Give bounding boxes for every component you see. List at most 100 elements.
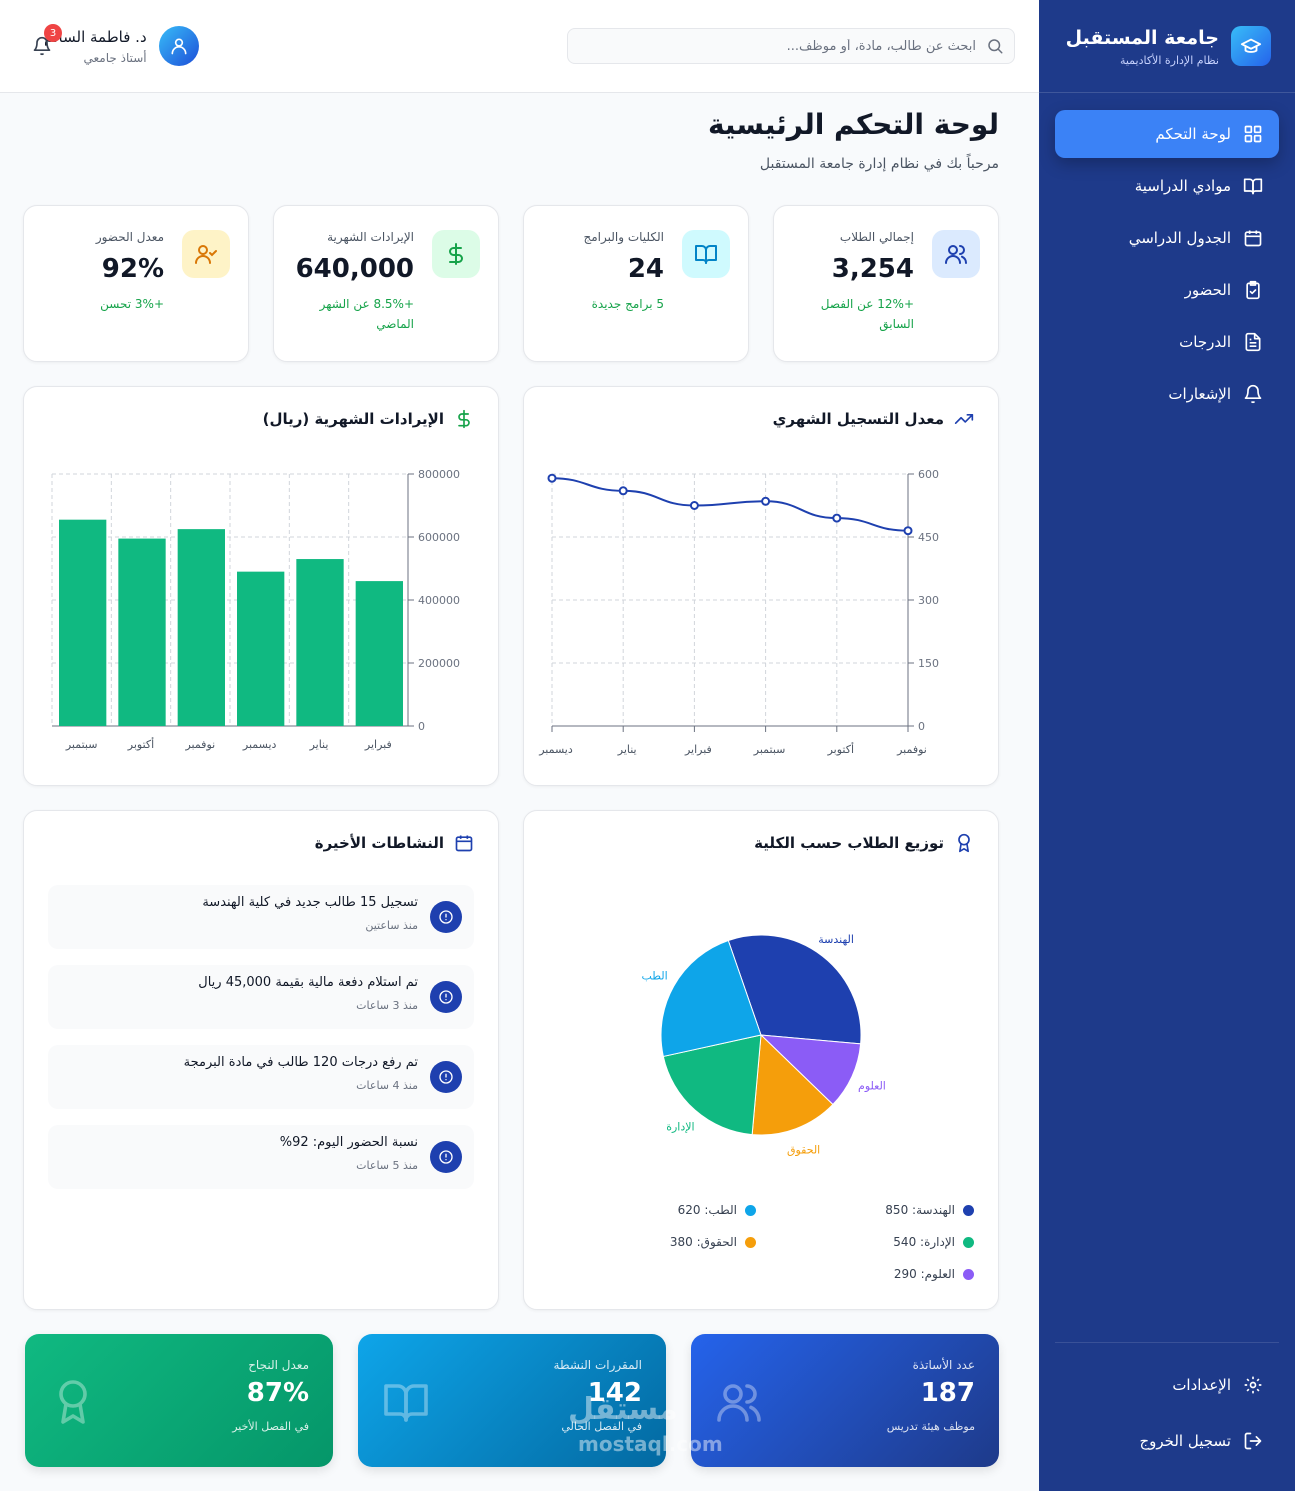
- stat-card-revenue: الإيرادات الشهرية 640,000 +8.5% عن الشهر…: [273, 205, 499, 362]
- card-sub: موظف هيئة تدريس: [886, 1420, 975, 1433]
- y-tick-label: 150: [918, 657, 939, 670]
- bar-chart: 0 200000 400000 600000 800000 سبتمبر أكتوبر نوف…: [51, 468, 460, 751]
- award-icon: [59, 1380, 87, 1424]
- bar: [237, 571, 285, 726]
- brand-subtitle: نظام الإدارة الأكاديمية: [1119, 53, 1219, 67]
- legend-dot: [745, 1236, 756, 1248]
- stat-value: 3,254: [831, 254, 914, 284]
- card-value: 142: [587, 1378, 642, 1408]
- data-point: [903, 526, 913, 536]
- data-point: [761, 496, 771, 506]
- activity-item[interactable]: تسجيل 15 طالب جديد في كلية الهندسة منذ س…: [48, 885, 474, 949]
- x-tick-label: سبتمبر: [753, 743, 786, 756]
- stat-card-students: إجمالي الطلاب 3,254 +12% عن الفصل السابق: [773, 205, 999, 362]
- legend-name: العلوم: [924, 1267, 955, 1281]
- slice-label: الهندسة: [818, 933, 854, 946]
- x-tick-label: فبراير: [364, 738, 392, 751]
- search-box: [567, 28, 1015, 64]
- pie-slice: [751, 1033, 834, 1136]
- alert-circle-icon: [430, 981, 462, 1013]
- legend-value: 620: [677, 1203, 701, 1217]
- sidebar-item-grades[interactable]: الدرجات: [1055, 318, 1279, 366]
- sidebar-item-label: موادي الدراسية: [1134, 177, 1231, 195]
- y-tick-label: 200000: [418, 657, 460, 670]
- sidebar-item-notifications[interactable]: الإشعارات: [1055, 370, 1279, 418]
- activity-item[interactable]: نسبة الحضور اليوم: 92% منذ 5 ساعات: [48, 1125, 474, 1189]
- activities-panel: النشاطات الأخيرة تسجيل 15 طالب جديد في ك…: [23, 810, 499, 1310]
- panel-title: الإيرادات الشهرية (ريال): [263, 409, 474, 429]
- brand-title: جامعة المستقبل: [1065, 26, 1219, 49]
- notification-badge: 3: [44, 24, 62, 42]
- x-tick-label: أكتوبر: [827, 742, 854, 756]
- sidebar-item-attendance[interactable]: الحضور: [1055, 266, 1279, 314]
- users-icon: [717, 1384, 761, 1422]
- slice-label: الطب: [641, 969, 667, 982]
- pie-chart: الهندسة العلوم الحقوق الإدارة الطب: [641, 933, 885, 1156]
- users-icon: [932, 230, 980, 278]
- faculty-count-card: عدد الأساتذة 187 موظف هيئة تدريس: [691, 1334, 999, 1467]
- y-tick-label: 0: [918, 720, 925, 733]
- card-label: معدل النجاح: [248, 1358, 309, 1372]
- panel-title: معدل التسجيل الشهري: [773, 409, 974, 429]
- sidebar-item-label: تسجيل الخروج: [1139, 1432, 1231, 1450]
- top-header: د. فاطمة السالم أستاذ جامعي 3: [0, 0, 1039, 93]
- x-tick-label: أكتوبر: [127, 737, 154, 751]
- card-label: المقررات النشطة: [553, 1358, 642, 1372]
- sidebar-item-dashboard[interactable]: لوحة التحكم: [1055, 110, 1279, 158]
- sidebar-item-schedule[interactable]: الجدول الدراسي: [1055, 214, 1279, 262]
- legend-dot: [963, 1268, 974, 1280]
- activity-time: منذ ساعتين: [365, 919, 418, 932]
- slice-label: الإدارة: [666, 1121, 694, 1134]
- legend-item: العلوم: 290: [894, 1267, 974, 1281]
- sidebar-item-label: الجدول الدراسي: [1128, 229, 1231, 247]
- stat-change: 5 برامج جديدة: [591, 297, 664, 311]
- award-icon: [958, 833, 970, 853]
- book-open-icon: [682, 230, 730, 278]
- active-courses-card: المقررات النشطة 142 في الفصل الحالي: [358, 1334, 666, 1467]
- card-sub: في الفصل الأخير: [232, 1420, 309, 1433]
- x-tick-label: ديسمبر: [538, 743, 573, 756]
- y-tick-label: 400000: [418, 594, 460, 607]
- legend-item: الإدارة: 540: [893, 1235, 974, 1249]
- activity-text: تسجيل 15 طالب جديد في كلية الهندسة: [202, 895, 418, 910]
- sidebar-item-logout[interactable]: تسجيل الخروج: [1055, 1415, 1279, 1467]
- legend-value: 850: [885, 1203, 909, 1217]
- panel-title: توزيع الطلاب حسب الكلية: [754, 833, 974, 853]
- panel-title-text: توزيع الطلاب حسب الكلية: [754, 834, 944, 852]
- activity-item[interactable]: تم استلام دفعة مالية بقيمة 45,000 ريال م…: [48, 965, 474, 1029]
- user-name: د. فاطمة السالم: [44, 27, 147, 46]
- user-profile[interactable]: د. فاطمة السالم أستاذ جامعي: [44, 26, 199, 66]
- x-tick-label: نوفمبر: [896, 743, 927, 756]
- stat-label: معدل الحضور: [95, 230, 164, 244]
- bar: [118, 538, 166, 726]
- dollar-icon: [458, 409, 470, 429]
- legend-value: 290: [893, 1267, 917, 1281]
- card-label: عدد الأساتذة: [912, 1358, 975, 1372]
- enrollment-chart-panel: معدل التسجيل الشهري 0 150 300 450 600 ديسمبر ي…: [523, 386, 999, 786]
- success-rate-card: معدل النجاح 87% في الفصل الأخير: [25, 1334, 333, 1467]
- activity-text: تم رفع درجات 120 طالب في مادة البرمجة: [183, 1055, 418, 1070]
- card-sub: في الفصل الحالي: [561, 1420, 642, 1433]
- y-tick-label: 600: [918, 468, 939, 481]
- slice-label: الحقوق: [787, 1143, 820, 1156]
- sidebar-item-courses[interactable]: موادي الدراسية: [1055, 162, 1279, 210]
- notifications-bell-icon[interactable]: [32, 36, 52, 56]
- user-check-icon: [182, 230, 230, 278]
- stat-label: الكليات والبرامج: [583, 230, 664, 244]
- alert-circle-icon: [430, 1061, 462, 1093]
- legend-name: الهندسة: [916, 1203, 955, 1217]
- line-chart: 0 150 300 450 600 ديسمبر يناير فبراير سبتمبر أكتو…: [538, 468, 939, 756]
- stat-card-colleges: الكليات والبرامج 24 5 برامج جديدة: [523, 205, 749, 362]
- sidebar-item-settings[interactable]: الإعدادات: [1055, 1359, 1279, 1411]
- y-tick-label: 0: [418, 720, 425, 733]
- activity-item[interactable]: تم رفع درجات 120 طالب في مادة البرمجة من…: [48, 1045, 474, 1109]
- x-tick-label: سبتمبر: [65, 738, 98, 751]
- stat-card-attendance: معدل الحضور 92% +3% تحسن: [23, 205, 249, 362]
- legend-name: الطب: [708, 1203, 737, 1217]
- search-input[interactable]: [578, 38, 976, 54]
- stat-value: 24: [627, 254, 664, 284]
- user-role: أستاذ جامعي: [83, 50, 147, 65]
- x-tick-label: فبراير: [684, 743, 712, 756]
- bar: [59, 519, 107, 726]
- y-tick-label: 800000: [418, 468, 460, 481]
